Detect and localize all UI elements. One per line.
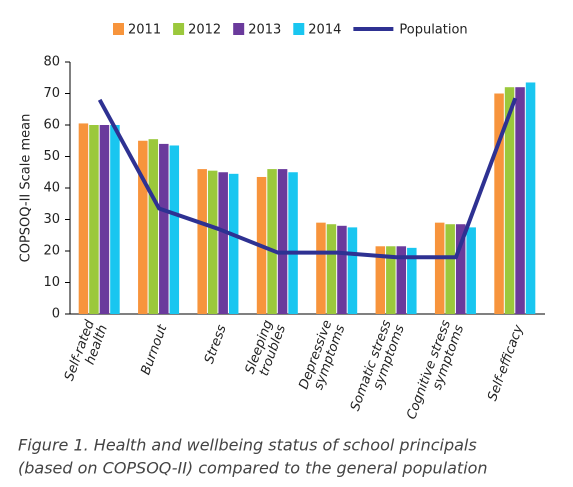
y-tick-label: 50 (43, 149, 60, 164)
bar (110, 125, 120, 314)
bar (407, 247, 417, 314)
bar (89, 125, 99, 314)
bar (326, 224, 337, 314)
bar (99, 125, 110, 314)
bar (288, 172, 298, 314)
legend-swatch (293, 23, 305, 35)
bar (466, 227, 476, 314)
legend-label: 2014 (308, 23, 341, 38)
y-axis-label: COPSOQ-II Scale mean (19, 114, 34, 263)
bar (138, 140, 148, 314)
bar (316, 222, 326, 314)
bar (455, 224, 466, 314)
x-tick-label: Stress (201, 323, 229, 366)
bar (504, 87, 515, 314)
x-tick-label: Depressivesymptoms (296, 318, 348, 396)
bar (337, 225, 347, 314)
bar (445, 224, 455, 314)
bar (494, 93, 504, 314)
x-tick-label: Somatic stresssymptoms (347, 318, 407, 418)
bar (78, 123, 89, 314)
x-tick-label-line: Self-efficacy (485, 323, 527, 403)
line (97, 97, 518, 260)
legend-label: 2012 (188, 23, 221, 38)
x-tick-label-line: Burnout (138, 322, 170, 377)
bar (207, 170, 218, 314)
legend-swatch (173, 23, 185, 35)
bar (277, 169, 288, 314)
bar (148, 139, 159, 314)
x-tick-label: Sleepingtroubles (242, 318, 289, 381)
x-tick-label: Cognitive stresssymptoms (404, 318, 467, 426)
caption: Figure 1. Health and wellbeing status of… (18, 436, 477, 455)
y-tick-label: 30 (43, 212, 60, 227)
y-tick-label: 0 (52, 307, 60, 322)
y-tick-label: 60 (43, 118, 60, 133)
bar (347, 227, 358, 314)
bar (434, 222, 445, 314)
bar (386, 246, 396, 314)
x-tick-label: Self-ratedhealth (62, 317, 111, 387)
bar (197, 169, 207, 314)
bar (525, 82, 536, 314)
x-tick-label-line: Stress (201, 323, 229, 366)
y-tick-label: 70 (43, 86, 60, 101)
y-tick-label: 80 (43, 55, 60, 70)
legend-label: 2013 (248, 23, 281, 38)
bar (267, 169, 277, 314)
legend-label: 2011 (128, 23, 161, 38)
x-tick-label: Self-efficacy (485, 323, 527, 403)
legend-swatch (233, 23, 245, 35)
bar (396, 246, 407, 314)
y-tick-label: 10 (43, 275, 60, 290)
caption: (based on COPSOQ-II) compared to the gen… (18, 459, 488, 478)
bar (228, 173, 239, 314)
y-tick-label: 20 (43, 244, 60, 259)
y-tick-label: 40 (43, 181, 60, 196)
bar (159, 143, 169, 314)
legend-label: Population (399, 23, 467, 38)
bar (375, 246, 386, 314)
bar (169, 145, 180, 314)
bar (218, 172, 228, 314)
x-tick-label: Burnout (138, 322, 170, 377)
bar (515, 87, 525, 314)
legend-swatch (113, 23, 124, 35)
